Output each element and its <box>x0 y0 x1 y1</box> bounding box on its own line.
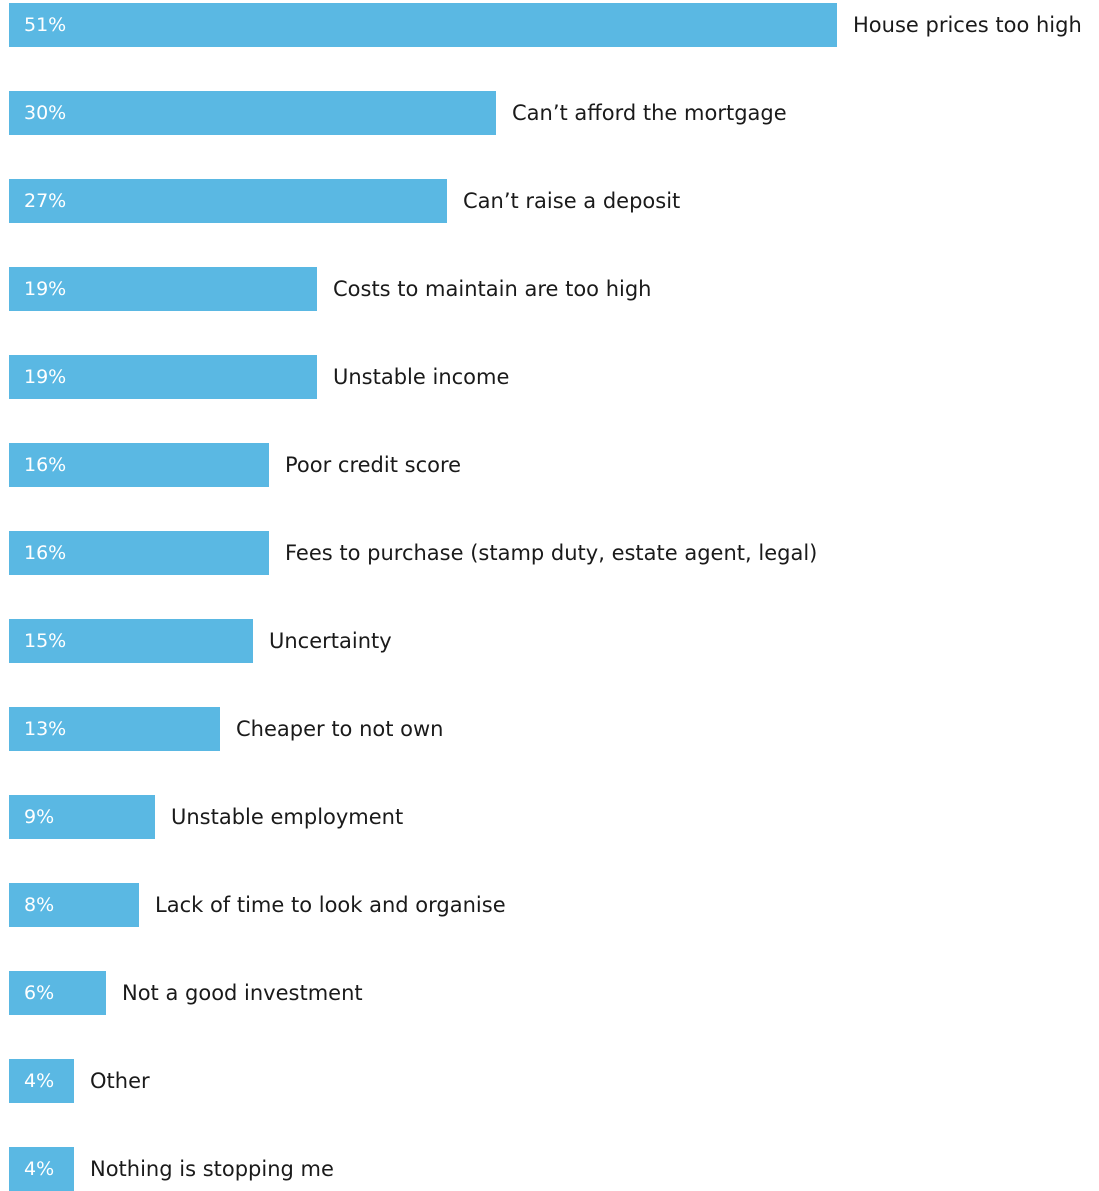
category-label: Costs to maintain are too high <box>333 277 652 301</box>
category-label: Unstable income <box>333 365 510 389</box>
bar <box>9 883 139 927</box>
bar <box>9 91 496 135</box>
bar <box>9 619 253 663</box>
category-label: Can’t afford the mortgage <box>512 101 787 125</box>
bar <box>9 795 155 839</box>
category-label: Lack of time to look and organise <box>155 893 506 917</box>
bar <box>9 179 447 223</box>
bar-value-label: 19% <box>24 366 67 388</box>
bar-value-label: 19% <box>24 278 67 300</box>
category-label: Poor credit score <box>285 453 462 477</box>
category-label: House prices too high <box>853 13 1082 37</box>
category-label: Nothing is stopping me <box>90 1157 334 1181</box>
bar-value-label: 15% <box>24 630 67 652</box>
category-label: Unstable employment <box>171 805 404 829</box>
bar <box>9 1059 74 1103</box>
bar <box>9 531 269 575</box>
category-label: Uncertainty <box>269 629 392 653</box>
bar-value-label: 16% <box>24 542 67 564</box>
bar-value-label: 27% <box>24 190 67 212</box>
bar <box>9 971 106 1015</box>
bar-value-label: 9% <box>24 806 55 828</box>
bar-value-label: 8% <box>24 894 55 916</box>
category-label: Cheaper to not own <box>236 717 444 741</box>
category-label: Fees to purchase (stamp duty, estate age… <box>285 541 818 565</box>
bar-value-label: 4% <box>24 1158 55 1180</box>
category-label: Not a good investment <box>122 981 363 1005</box>
bar-value-label: 13% <box>24 718 67 740</box>
bar <box>9 267 317 311</box>
category-label: Can’t raise a deposit <box>463 189 681 213</box>
bar-value-label: 4% <box>24 1070 55 1092</box>
bar-value-label: 30% <box>24 102 67 124</box>
bar-value-label: 51% <box>24 14 67 36</box>
bar-value-label: 16% <box>24 454 67 476</box>
bar <box>9 3 837 47</box>
bar <box>9 443 269 487</box>
category-label: Other <box>90 1069 150 1093</box>
bar-value-label: 6% <box>24 982 55 1004</box>
bar <box>9 707 220 751</box>
bar <box>9 355 317 399</box>
